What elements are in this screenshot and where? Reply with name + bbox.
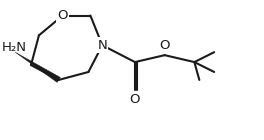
Text: H₂N: H₂N — [1, 41, 26, 54]
Text: O: O — [159, 39, 170, 52]
Text: N: N — [97, 39, 107, 52]
Polygon shape — [15, 52, 60, 82]
Text: O: O — [130, 93, 140, 106]
Text: O: O — [58, 9, 68, 22]
